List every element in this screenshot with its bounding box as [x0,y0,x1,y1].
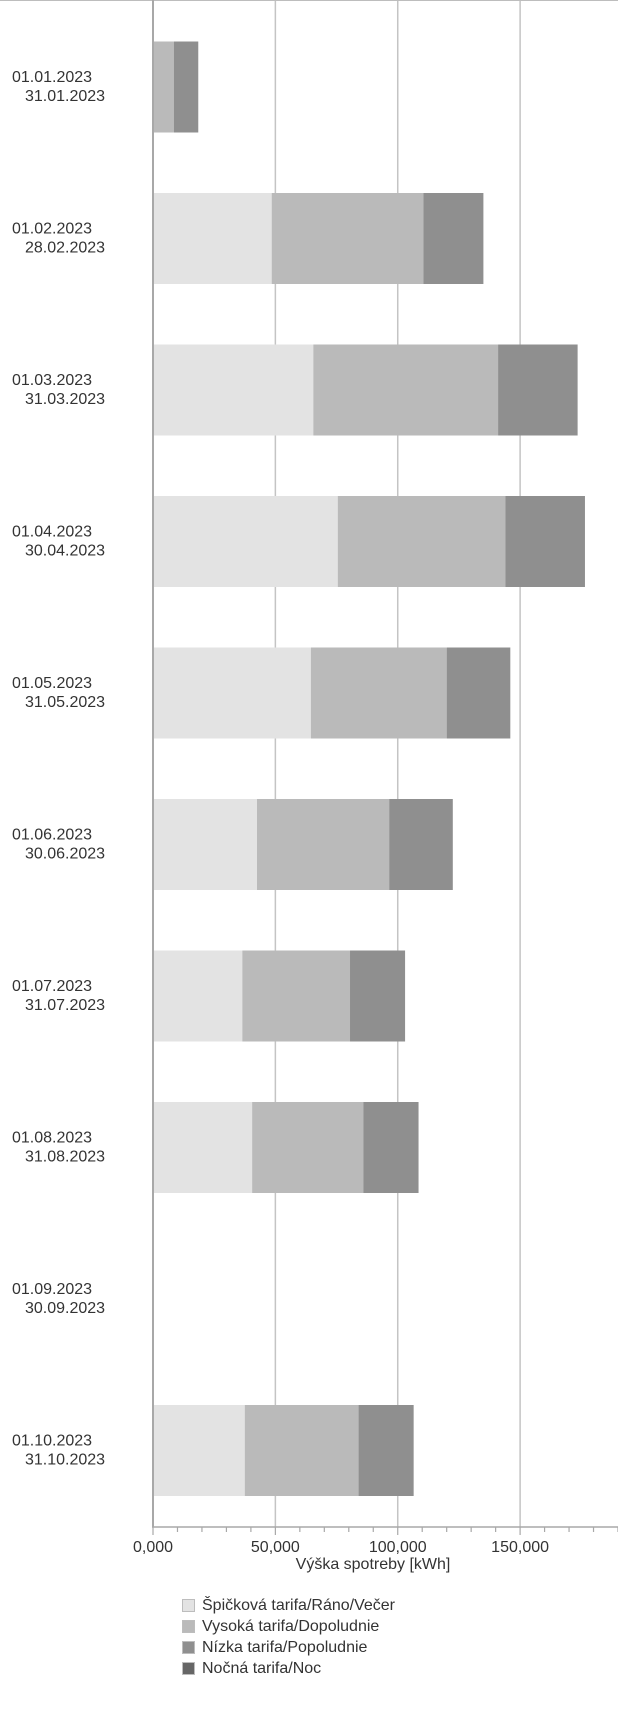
bar-segment [446,647,511,739]
category-label-end: 31.03.2023 [25,391,105,408]
legend-item: Vysoká tarifa/Dopoludnie [182,1616,395,1637]
category-label-start: 01.10.2023 [12,1433,92,1450]
category-label-start: 01.01.2023 [12,69,92,86]
x-tick-label: 0,000 [133,1539,173,1556]
bar-segment [153,950,243,1042]
category-label-start: 01.05.2023 [12,675,92,692]
axes: 0,000 50,000 100,000 150,000 [0,0,618,1556]
bar-segment [498,344,578,436]
legend-label: Vysoká tarifa/Dopoludnie [202,1617,380,1635]
bar-segment [310,647,447,739]
bar-segment [358,1405,414,1496]
bar-segment [242,950,351,1042]
category-label-end: 31.10.2023 [25,1452,105,1469]
legend-item: Nízka tarifa/Popoludnie [182,1637,395,1658]
category-label-end: 31.05.2023 [25,694,105,711]
category-label-end: 31.01.2023 [25,88,105,105]
bar-segment [271,193,424,284]
legend-swatch [182,1620,195,1633]
chart-canvas: 0,000 50,000 100,000 150,000 01.01.2023 31.0… [0,0,618,1573]
bar-segment [244,1405,359,1496]
bar-segment [337,496,506,587]
bar-segment [153,1405,245,1496]
bar-segment [363,1102,419,1193]
legend-label: Nízka tarifa/Popoludnie [202,1638,368,1656]
category-label-end: 30.09.2023 [25,1300,105,1317]
bars [153,41,585,1496]
legend-item: Špičková tarifa/Ráno/Večer [182,1595,395,1616]
bar-segment [389,799,453,890]
bar-segment [153,496,338,587]
bar-segment [313,344,499,436]
category-label-end: 30.06.2023 [25,846,105,863]
bar-segment [505,496,585,587]
bar-segment [153,647,311,739]
legend-swatch [182,1662,195,1675]
x-tick-label: 150,000 [491,1539,549,1556]
category-labels: 01.01.2023 31.01.2023 01.02.2023 28.02.2023… [12,69,105,1469]
legend-label: Špičková tarifa/Ráno/Večer [202,1596,395,1614]
category-label-start: 01.09.2023 [12,1281,92,1298]
category-label-end: 28.02.2023 [25,240,105,257]
bar-segment [257,799,390,890]
category-label-end: 31.08.2023 [25,1149,105,1166]
bar-segment [423,193,484,284]
bar-segment [153,344,314,436]
category-label-end: 31.07.2023 [25,997,105,1014]
bar-segment [153,193,272,284]
category-label-start: 01.04.2023 [12,524,92,541]
x-axis-title: Výška spotreby [kWh] [296,1556,451,1573]
legend-item: Nočná tarifa/Noc [182,1658,395,1679]
legend-swatch [182,1641,195,1654]
bar-segment [173,41,199,133]
x-tick-label: 100,000 [369,1539,427,1556]
category-label-end: 30.04.2023 [25,543,105,560]
x-tick-label: 50,000 [251,1539,300,1556]
bar-segment [153,799,258,890]
bar-segment [153,1102,253,1193]
legend: Špičková tarifa/Ráno/Večer Vysoká tarifa… [182,1595,395,1679]
category-label-start: 01.08.2023 [12,1130,92,1147]
category-label-start: 01.07.2023 [12,978,92,995]
bar-segment [350,950,406,1042]
legend-swatch [182,1599,195,1612]
bar-segment [153,41,174,133]
legend-label: Nočná tarifa/Noc [202,1659,322,1677]
category-label-start: 01.03.2023 [12,372,92,389]
bar-segment [252,1102,364,1193]
category-label-start: 01.02.2023 [12,221,92,238]
category-label-start: 01.06.2023 [12,827,92,844]
